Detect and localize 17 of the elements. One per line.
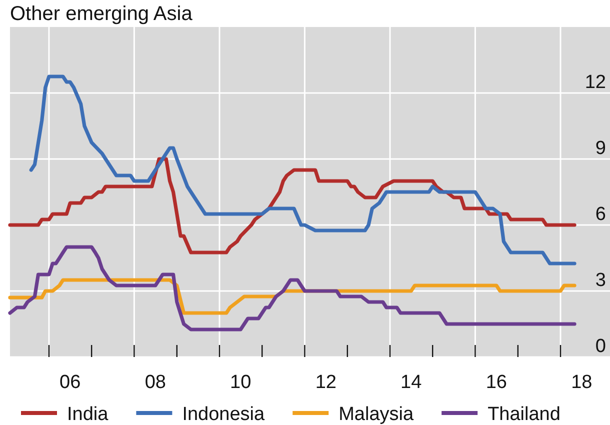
- x-tick-label: 18: [571, 372, 592, 393]
- y-tick-label: 3: [595, 270, 606, 291]
- y-tick-label: 6: [595, 204, 606, 225]
- x-tick-label: 08: [144, 372, 166, 393]
- legend-label: Malaysia: [338, 404, 414, 425]
- x-tick-label: 06: [60, 372, 81, 393]
- legend-label: Thailand: [488, 404, 560, 425]
- y-tick-label: 9: [595, 138, 606, 159]
- chart-title: Other emerging Asia: [10, 3, 194, 25]
- x-tick-label: 12: [315, 372, 336, 393]
- y-tick-label: 0: [595, 336, 606, 357]
- x-tick-label: 16: [486, 372, 508, 393]
- legend-label: Indonesia: [182, 404, 266, 425]
- y-tick-label: 12: [584, 72, 606, 93]
- legend-label: India: [67, 404, 109, 425]
- x-tick-label: 10: [230, 372, 252, 393]
- x-tick-label: 14: [400, 372, 422, 393]
